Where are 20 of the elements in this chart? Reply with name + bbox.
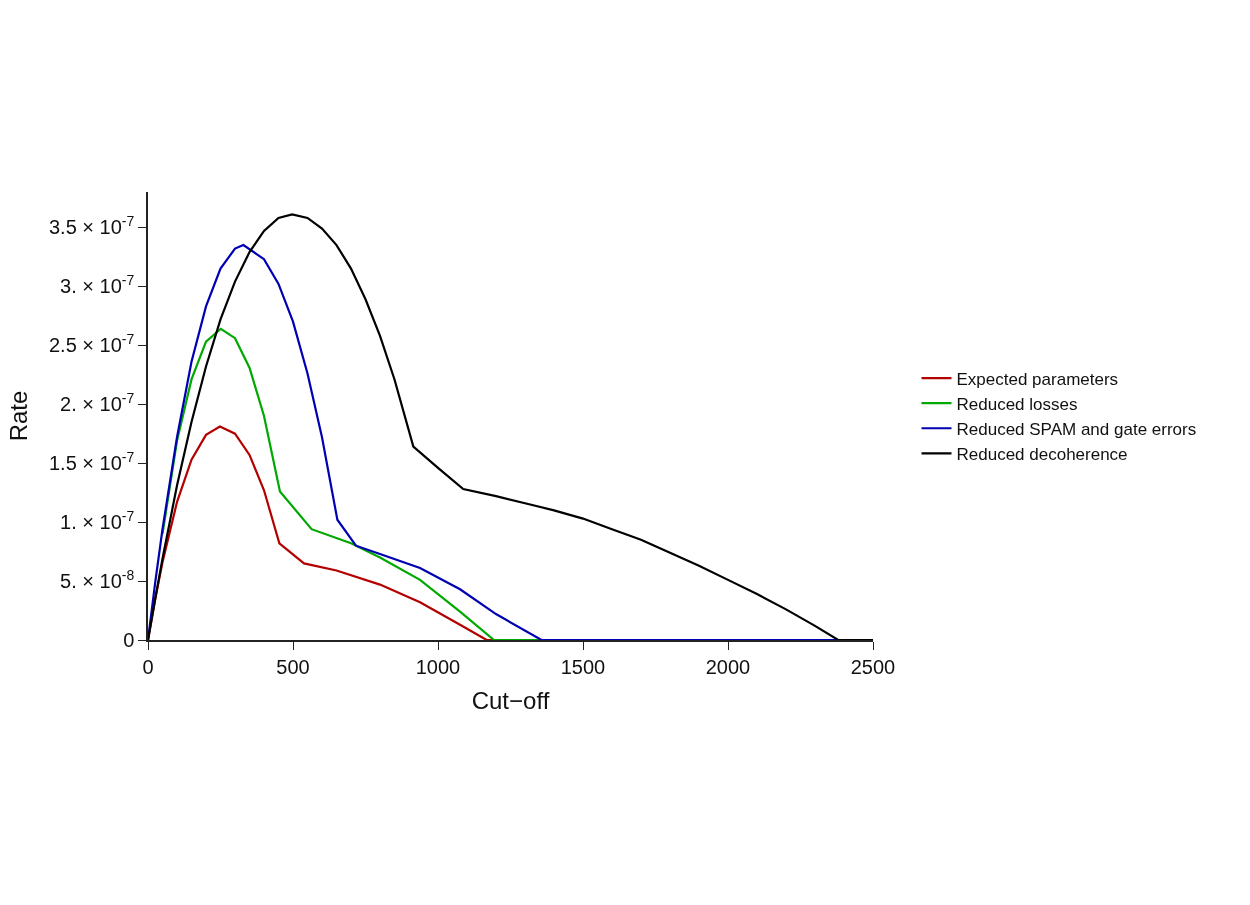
legend-label: Expected parameters [956,369,1119,389]
x-tick-label: 2500 [850,655,896,678]
x-tick-label: 1500 [560,655,606,678]
y-tick-label: 1.5 × 10$^{-7}$ [48,448,135,475]
x-tick-label: 1000 [415,655,461,678]
y-tick-label: 2. × 10$^{-7}$ [60,389,135,416]
y-tick-label: 0 [123,629,135,651]
x-tick-label: 0 [142,655,154,678]
y-tick-label: 2.5 × 10$^{-7}$ [48,330,135,357]
y-tick-label: 5. × 10$^{-8}$ [60,566,135,593]
y-axis-title: Rate [4,390,32,442]
legend-label: Reduced losses [956,394,1078,414]
legend-label: Reduced decoherence [956,444,1128,464]
y-tick-label: 3.5 × 10$^{-7}$ [48,212,135,239]
y-tick-label: 1. × 10$^{-7}$ [60,507,135,534]
x-tick-label: 500 [276,655,310,678]
x-tick-label: 2000 [705,655,751,678]
x-axis-title: Cut−off [471,686,550,714]
legend-label: Reduced SPAM and gate errors [956,419,1197,439]
y-tick-label: 3. × 10$^{-7}$ [60,271,135,298]
